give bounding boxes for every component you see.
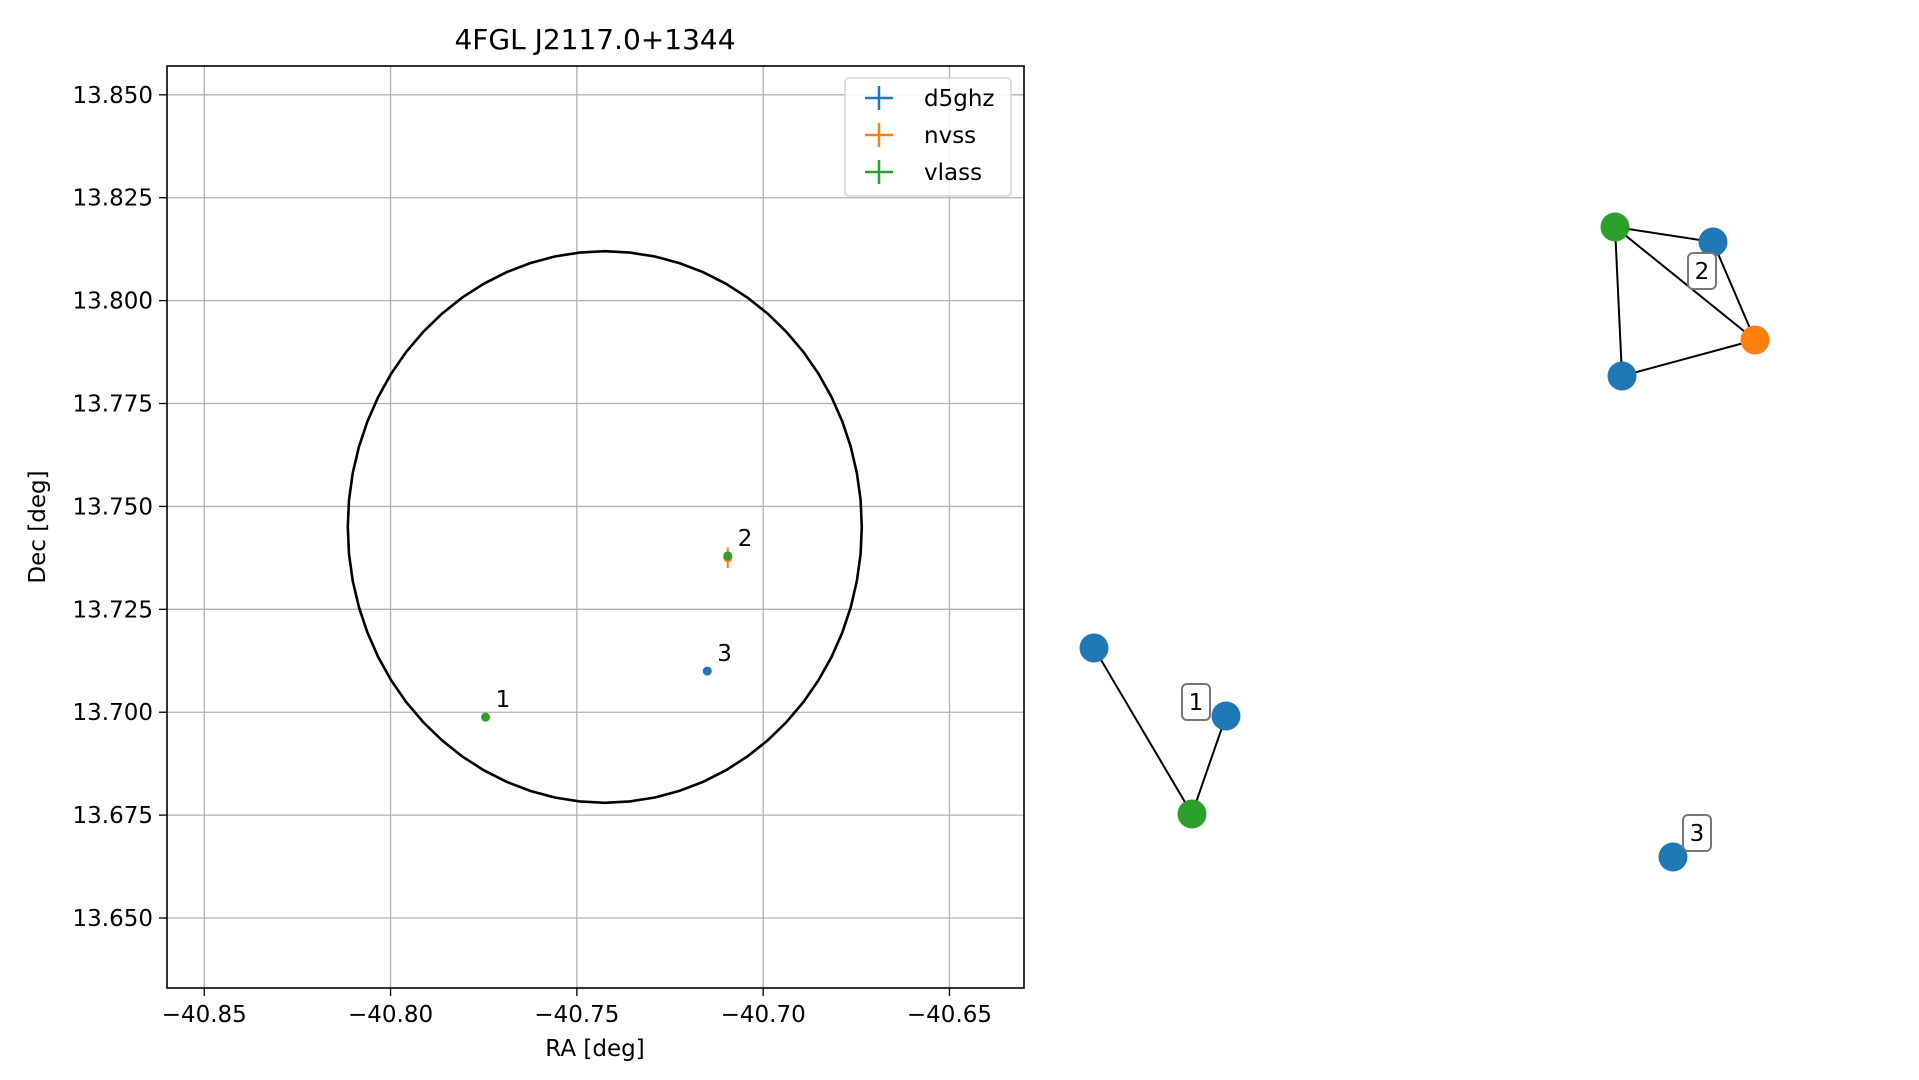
point-annotations: 1 2 3 — [496, 526, 753, 713]
network-node-d5ghz — [1079, 633, 1109, 663]
y-tick-label: 13.700 — [73, 700, 153, 726]
group-label-text: 3 — [1690, 821, 1705, 847]
y-tick-label: 13.675 — [73, 803, 153, 829]
point-annotation-3: 3 — [717, 641, 732, 667]
network-node-d5ghz — [1607, 361, 1637, 391]
group-label-1: 1 — [1181, 683, 1211, 721]
group-label-box — [1687, 252, 1717, 290]
y-tick-label: 13.850 — [73, 83, 153, 109]
network-edge — [1614, 226, 1623, 377]
legend: d5ghz nvss vlass — [844, 77, 1012, 197]
point-marker — [481, 712, 491, 722]
network-edge — [1191, 715, 1227, 815]
point-marker — [702, 666, 712, 676]
group-label-text: 1 — [1189, 690, 1204, 716]
network-edge — [1614, 226, 1714, 243]
group-label-text: 2 — [1695, 259, 1710, 285]
data-points — [481, 547, 733, 722]
network-panel: 1 2 3 — [1079, 212, 1770, 872]
localization-circle — [346, 249, 864, 805]
y-tick-label: 13.800 — [73, 289, 153, 315]
legend-label-nvss: nvss — [924, 123, 976, 149]
legend-entry-d5ghz: d5ghz — [865, 86, 994, 112]
group-label-3: 3 — [1682, 814, 1712, 852]
axes-frame — [166, 65, 1025, 989]
legend-label-d5ghz: d5ghz — [924, 86, 994, 112]
grid — [167, 66, 1024, 988]
x-tick-label: −40.85 — [162, 1002, 247, 1028]
y-tick-label: 13.775 — [73, 392, 153, 418]
network-node-d5ghz — [1698, 227, 1728, 257]
y-axis-ticks: 13.650 13.675 13.700 13.725 13.750 13.775 13.8… — [73, 83, 167, 932]
localization-circle-layer — [346, 249, 864, 805]
group-label-box — [1682, 814, 1712, 852]
point-marker — [723, 551, 733, 561]
network-node-vlass — [1600, 212, 1630, 242]
y-tick-label: 13.725 — [73, 597, 153, 623]
x-axis-ticks: −40.85 −40.80 −40.75 −40.70 −40.65 — [162, 988, 992, 1028]
network-node-d5ghz — [1211, 701, 1241, 731]
y-tick-label: 13.750 — [73, 494, 153, 520]
y-tick-label: 13.825 — [73, 186, 153, 212]
network-group-labels: 1 2 3 — [1181, 252, 1717, 852]
y-tick-label: 13.650 — [73, 906, 153, 932]
x-tick-label: −40.80 — [348, 1002, 433, 1028]
network-node-d5ghz — [1658, 842, 1688, 872]
chart-title: 4FGL J2117.0+1344 — [454, 23, 735, 56]
network-edge — [1621, 339, 1756, 377]
legend-box — [844, 77, 1012, 197]
x-tick-label: −40.75 — [534, 1002, 619, 1028]
legend-entry-vlass: vlass — [865, 160, 982, 186]
x-tick-label: −40.70 — [721, 1002, 806, 1028]
legend-label-vlass: vlass — [924, 160, 982, 186]
scatter-panel: 1 2 3 −40.85 −40.80 −40.75 −40.70 −40.65 13.65… — [25, 23, 1025, 1062]
group-label-2: 2 — [1687, 252, 1717, 290]
network-node-vlass — [1177, 799, 1207, 829]
group-label-box — [1181, 683, 1211, 721]
point-annotation-1: 1 — [496, 687, 511, 713]
network-node-nvss — [1740, 325, 1770, 355]
x-axis-label: RA [deg] — [545, 1036, 644, 1062]
data-point-d5ghz — [702, 666, 712, 676]
network-edge — [1712, 241, 1756, 341]
x-tick-label: −40.65 — [907, 1002, 992, 1028]
point-annotation-2: 2 — [738, 526, 753, 552]
y-axis-label: Dec [deg] — [25, 470, 51, 583]
legend-entry-nvss: nvss — [865, 123, 976, 149]
network-edge — [1614, 226, 1756, 341]
data-point-vlass — [723, 551, 733, 561]
network-edges — [1093, 226, 1756, 815]
data-point-vlass — [481, 712, 491, 722]
network-nodes — [1079, 212, 1770, 872]
network-edge — [1093, 647, 1193, 815]
